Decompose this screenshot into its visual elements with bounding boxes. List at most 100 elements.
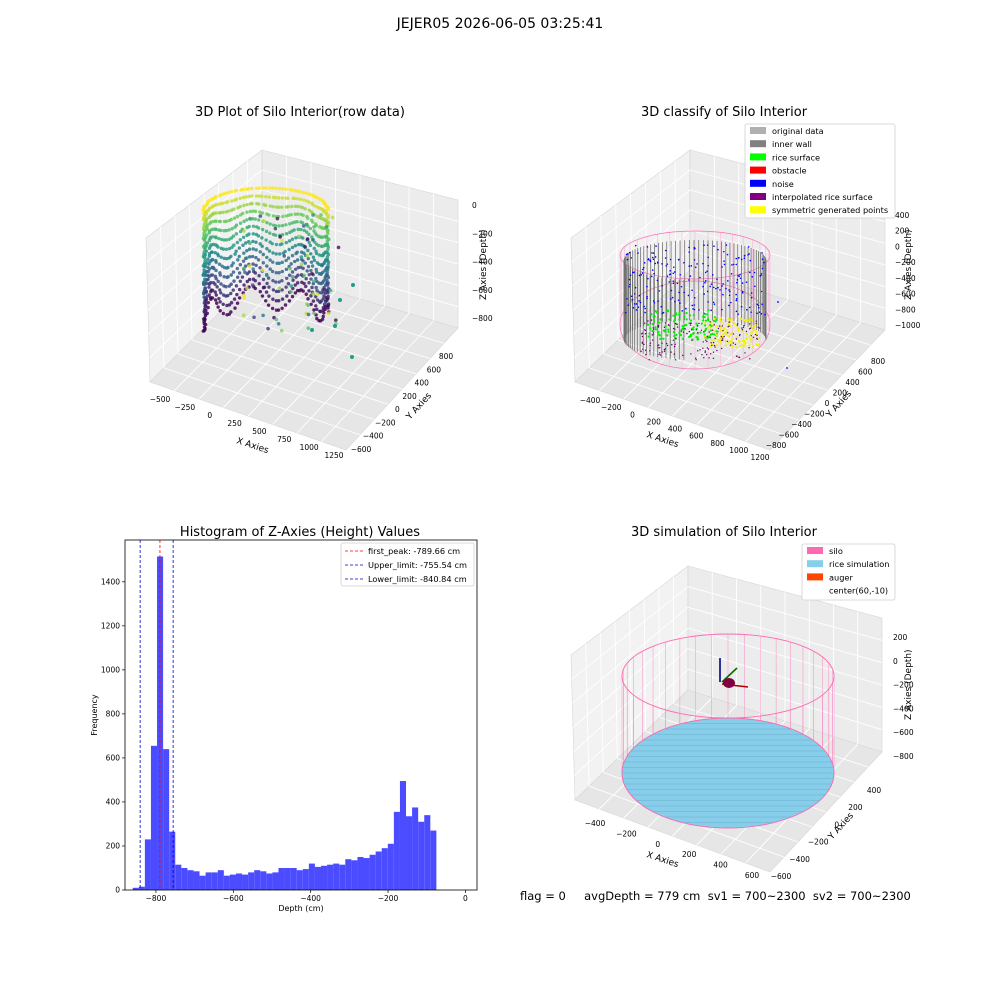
classify-interpolated-point — [640, 350, 642, 352]
classify-symmetric-point — [733, 322, 736, 325]
raw-data-point — [241, 187, 246, 192]
raw-data-point — [217, 202, 221, 206]
classify-legend-swatch — [750, 127, 766, 134]
raw-data-point — [293, 212, 297, 216]
raw-data-point — [231, 261, 235, 265]
classify-legend-label: inner wall — [772, 139, 812, 149]
classify-interpolated-point — [703, 357, 705, 359]
raw-data-point — [315, 316, 319, 321]
classify-symmetric-point — [704, 335, 707, 338]
classify-rice-surface-point — [696, 336, 699, 339]
simulation-y-ticks: −600 −400 −200 0 200 400 — [771, 786, 882, 881]
histogram-bar — [144, 839, 151, 890]
classify-symmetric-point — [743, 319, 746, 322]
raw-data-point — [236, 258, 240, 262]
raw-data-point — [307, 272, 311, 277]
classify-noise-point — [726, 253, 729, 256]
classify-rice-surface-point — [678, 331, 681, 335]
raw-data-point — [207, 285, 211, 289]
raw-data-point — [320, 263, 324, 268]
raw-data-point — [292, 228, 296, 232]
raw-data-point — [289, 262, 293, 266]
raw-data-point — [211, 235, 215, 239]
classify-rice-surface-point — [646, 323, 650, 326]
classify-noise-point — [719, 289, 721, 291]
histogram-bar — [327, 864, 334, 890]
raw-data-point — [326, 260, 331, 264]
classify-noise-point — [759, 275, 761, 277]
classify-noise-point — [629, 274, 632, 276]
raw-data-point — [274, 270, 279, 275]
histogram-reference-lines — [139, 540, 174, 890]
raw-data-point — [302, 228, 306, 233]
classify-noise-point — [679, 302, 681, 305]
raw-data-point — [292, 196, 297, 201]
raw-data-point — [258, 250, 262, 254]
histogram-bar — [399, 781, 407, 890]
raw-data-point — [229, 190, 234, 194]
histogram-bar — [357, 856, 364, 890]
axis-tick-label: −200 — [895, 258, 916, 267]
histogram-bar — [424, 815, 431, 890]
classify-noise-point — [651, 252, 653, 254]
raw-data-point — [264, 290, 269, 294]
classify-interpolated-point — [712, 341, 715, 344]
raw-data-point — [274, 289, 279, 294]
histogram-x-tick-label: 0 — [463, 894, 468, 903]
axis-tick-label: 1000 — [729, 446, 748, 455]
classify-noise-point — [627, 304, 630, 307]
classify-interpolated-point — [673, 345, 676, 348]
classify-interpolated-point — [647, 320, 649, 322]
raw-data-point — [302, 273, 306, 278]
raw-data-point — [307, 200, 311, 204]
raw-data-point — [261, 186, 266, 190]
simulation-panel-title: 3D simulation of Silo Interior — [631, 525, 818, 540]
classify-interpolated-point — [644, 329, 647, 332]
raw-data-point — [268, 186, 272, 190]
axis-tick-label: 200 — [893, 633, 908, 642]
classify-noise-point — [741, 282, 744, 284]
raw-data-point — [250, 186, 254, 191]
classify-interpolated-point — [734, 343, 737, 346]
raw-data-point — [315, 195, 319, 200]
classify-symmetric-point — [730, 341, 733, 344]
raw-data-point — [306, 248, 310, 253]
classify-rice-surface-point — [692, 328, 695, 331]
raw-data-point — [204, 244, 209, 248]
raw-data-point — [253, 279, 257, 283]
classify-noise-point — [694, 266, 697, 269]
classify-interpolated-point — [699, 349, 701, 351]
axis-tick-label: 400 — [895, 211, 910, 220]
classify-noise-point — [716, 278, 718, 281]
classify-noise-point — [693, 296, 696, 299]
axis-tick-label: 800 — [439, 352, 454, 361]
classify-symmetric-point — [737, 327, 740, 330]
classify-rice-surface-point — [711, 332, 714, 335]
raw-data-point — [245, 218, 249, 222]
classify-interpolated-point — [704, 351, 706, 353]
raw-outlier-point — [310, 328, 314, 332]
raw-data-point — [206, 305, 210, 310]
raw-data-point — [258, 214, 263, 218]
classify-rice-surface-point — [667, 328, 670, 331]
axis-tick-label: 200 — [682, 850, 697, 859]
raw-data-point — [251, 217, 255, 221]
raw-data-point — [282, 254, 287, 258]
raw-data-point — [245, 286, 249, 291]
classify-interpolated-point — [711, 344, 713, 347]
classify-symmetric-point — [745, 332, 749, 336]
classify-noise-point — [673, 271, 676, 273]
raw-data-point — [315, 307, 319, 312]
classify-noise-point — [692, 308, 694, 310]
raw-data-point — [250, 194, 254, 198]
axis-tick-label: −200 — [893, 681, 914, 690]
classify-noise-point — [649, 260, 652, 263]
axis-tick-label: −200 — [616, 829, 637, 838]
histogram-legend-label: Lower_limit: -840.84 cm — [368, 574, 467, 584]
raw-data-point — [235, 214, 240, 219]
classify-symmetric-point — [732, 320, 735, 323]
raw-data-point — [264, 299, 268, 303]
classify-interpolated-point — [697, 331, 699, 334]
raw-data-point — [295, 281, 300, 285]
raw-data-point — [232, 216, 237, 220]
